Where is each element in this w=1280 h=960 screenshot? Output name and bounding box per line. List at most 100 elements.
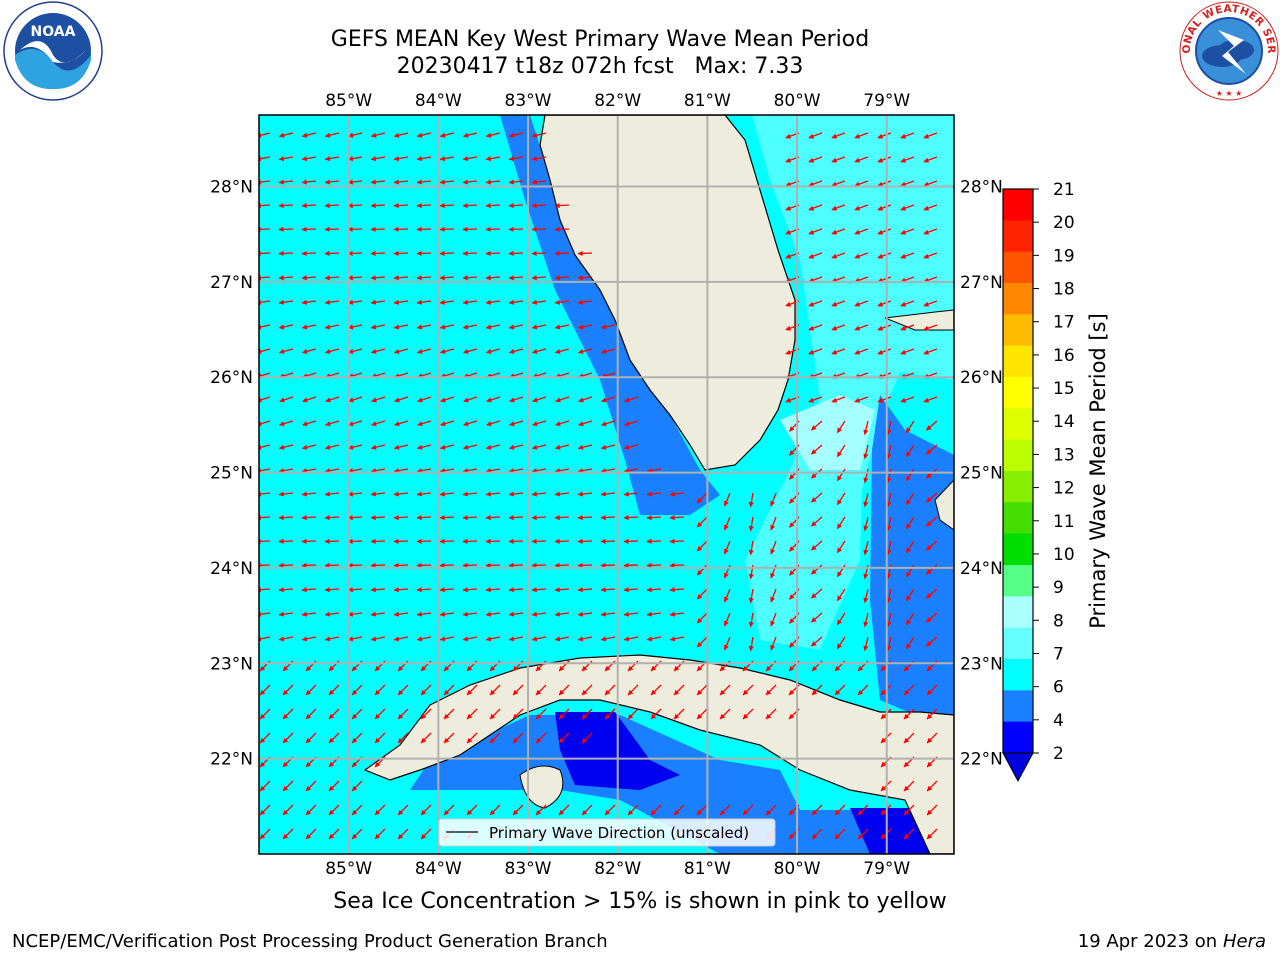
- wave-arrow: [646, 587, 662, 593]
- wave-arrow: [324, 275, 340, 281]
- wave-arrow: [836, 420, 846, 434]
- wave-arrow: [397, 708, 409, 720]
- wave-arrow: [485, 179, 501, 185]
- wave-arrow: [416, 562, 432, 568]
- wave-arrow: [554, 611, 570, 617]
- wave-arrow: [466, 804, 478, 816]
- wave-arrow: [905, 636, 915, 650]
- wave-arrow: [900, 180, 915, 187]
- wave-arrow: [696, 636, 708, 648]
- wave-arrow: [765, 804, 777, 816]
- wave-arrow: [443, 732, 455, 744]
- wave-arrow: [485, 538, 501, 544]
- longitude-labels-top: 85°W 84°W 83°W 82°W 81°W 80°W 79°W: [325, 91, 910, 111]
- wave-arrow: [259, 587, 271, 593]
- wave-arrow: [886, 420, 892, 436]
- wave-arrow: [485, 348, 501, 354]
- wave-arrow: [669, 538, 685, 544]
- wave-arrow: [554, 636, 570, 642]
- wave-arrow: [624, 396, 639, 403]
- colorbar-label: Primary Wave Mean Period [s]: [1086, 313, 1110, 629]
- wave-arrow: [577, 514, 593, 521]
- wave-arrow: [416, 636, 432, 642]
- wave-arrow: [532, 396, 547, 403]
- wave-arrow: [416, 587, 432, 593]
- wave-arrow: [531, 587, 547, 593]
- wave-arrow: [604, 708, 616, 720]
- wave-arrow: [808, 228, 823, 235]
- wave-arrow: [347, 514, 363, 521]
- lat-label-left: 24°N: [210, 559, 253, 579]
- wave-arrow: [531, 562, 547, 568]
- wave-arrow: [554, 324, 570, 330]
- map-title: GEFS MEAN Key West Primary Wave Mean Per…: [330, 27, 870, 52]
- wave-arrow: [351, 708, 363, 720]
- wave-arrow: [857, 828, 869, 840]
- lat-label-right: 22°N: [960, 750, 1003, 770]
- wave-arrow: [347, 179, 363, 185]
- wave-arrow: [854, 228, 869, 235]
- wave-arrow: [696, 564, 708, 576]
- wave-arrow: [462, 611, 478, 617]
- colorbar-tick-label: 8: [1053, 611, 1064, 631]
- wave-arrow: [623, 468, 639, 474]
- wave-arrow: [370, 275, 386, 281]
- wave-arrow: [886, 492, 892, 508]
- wave-arrow: [831, 228, 846, 235]
- wave-arrow: [485, 514, 501, 521]
- wave-arrow: [554, 250, 570, 257]
- wave-arrow: [600, 587, 616, 593]
- wave-arrow: [558, 684, 570, 696]
- wave-arrow: [393, 202, 409, 209]
- wave-arrow: [646, 468, 662, 474]
- wave-arrow: [351, 780, 363, 792]
- wave-arrow: [512, 732, 524, 744]
- colorbar-segment: [1003, 408, 1033, 441]
- wave-arrow: [578, 396, 593, 403]
- wave-arrow: [627, 804, 639, 816]
- wave-arrow: [462, 299, 478, 305]
- wave-arrow: [259, 468, 271, 474]
- wave-arrow: [462, 587, 478, 593]
- colorbar-segment: [1003, 627, 1033, 660]
- wave-arrow: [278, 226, 294, 232]
- wave-arrow: [646, 562, 662, 568]
- wave-arrow: [351, 804, 363, 816]
- wave-arrow: [347, 299, 363, 305]
- wave-arrow: [857, 684, 869, 696]
- lon-label-top: 84°W: [415, 91, 462, 111]
- wave-arrow: [669, 636, 685, 642]
- wave-arrow: [301, 226, 317, 232]
- wave-arrow: [324, 538, 340, 544]
- wave-arrow: [535, 708, 547, 720]
- wave-arrow: [558, 732, 570, 744]
- lon-label-top: 82°W: [594, 91, 641, 111]
- wave-arrow: [485, 202, 501, 209]
- wave-arrow: [926, 708, 938, 720]
- wave-arrow: [278, 562, 294, 568]
- wave-arrow: [854, 204, 869, 211]
- florida-landmass: [539, 115, 796, 471]
- wave-arrow: [466, 684, 478, 696]
- wave-arrow: [723, 612, 731, 627]
- wave-arrow: [808, 204, 823, 211]
- wave-arrow: [831, 324, 846, 331]
- wave-arrow: [508, 132, 524, 138]
- wave-arrow: [305, 684, 317, 696]
- wave-arrow: [900, 348, 915, 355]
- wave-arrow: [555, 420, 570, 427]
- wave-arrow: [417, 396, 432, 403]
- wave-arrow: [370, 636, 386, 642]
- wave-arrow: [577, 611, 593, 617]
- wave-arrow: [466, 708, 478, 720]
- colorbar-tick-label: 20: [1053, 213, 1075, 233]
- wave-arrow: [325, 396, 340, 403]
- wave-arrow: [646, 491, 662, 497]
- wave-arrow: [462, 132, 478, 138]
- wave-arrow: [900, 204, 915, 211]
- wave-arrow: [854, 180, 869, 187]
- wave-arrow: [905, 516, 915, 530]
- wave-arrow: [439, 491, 455, 497]
- wave-arrow: [623, 587, 639, 593]
- wave-arrow: [463, 420, 478, 427]
